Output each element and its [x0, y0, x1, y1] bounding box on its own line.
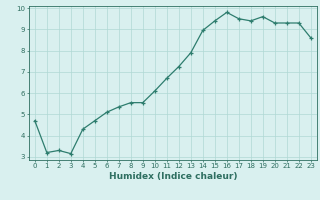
X-axis label: Humidex (Indice chaleur): Humidex (Indice chaleur)	[108, 172, 237, 181]
